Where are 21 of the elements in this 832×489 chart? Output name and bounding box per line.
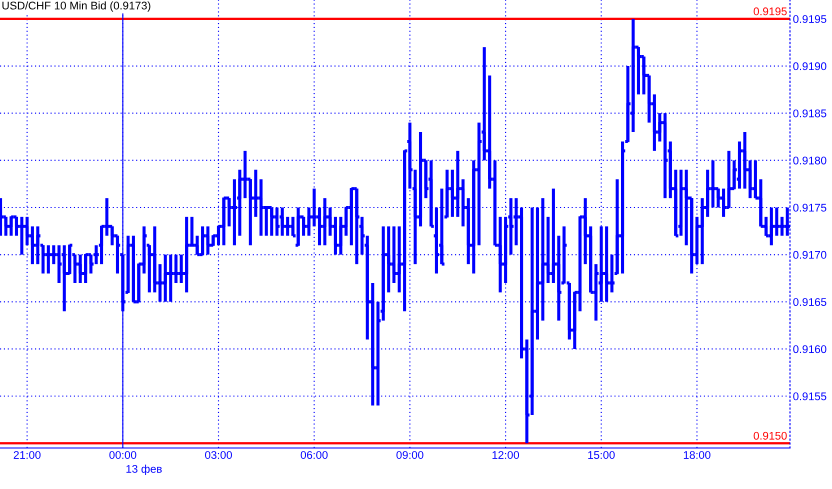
y-tick-label: 0.9170 — [793, 250, 826, 259]
x-tick-label: 09:00 — [396, 451, 424, 459]
x-tick-label: 15:00 — [588, 451, 615, 459]
y-tick-label: 0.9165 — [793, 298, 826, 306]
y-tick-label: 0.9160 — [793, 345, 826, 354]
y-tick-label: 0.9190 — [793, 62, 826, 70]
x-tick-label: 03:00 — [205, 451, 232, 459]
y-tick-label: 0.9175 — [793, 204, 826, 212]
chart-title: USD/CHF 10 Min Bid (0.9173) — [2, 1, 150, 12]
y-tick-label: 0.9180 — [793, 156, 826, 164]
x-tick-label: 21:00 — [14, 451, 41, 459]
ref-line-label: 0.9150 — [754, 432, 787, 440]
x-tick-label: 12:00 — [492, 451, 520, 459]
x-tick-label: 00:00 — [109, 451, 136, 459]
ref-line-label: 0.9195 — [754, 7, 787, 16]
x-tick-label: 18:00 — [684, 451, 710, 459]
y-tick-label: 0.9195 — [793, 15, 826, 23]
y-tick-label: 0.9155 — [793, 392, 826, 400]
x-tick-label: 06:00 — [300, 451, 328, 459]
ref-line-label: 13 фев — [126, 464, 162, 476]
y-tick-label: 0.9185 — [793, 109, 826, 118]
